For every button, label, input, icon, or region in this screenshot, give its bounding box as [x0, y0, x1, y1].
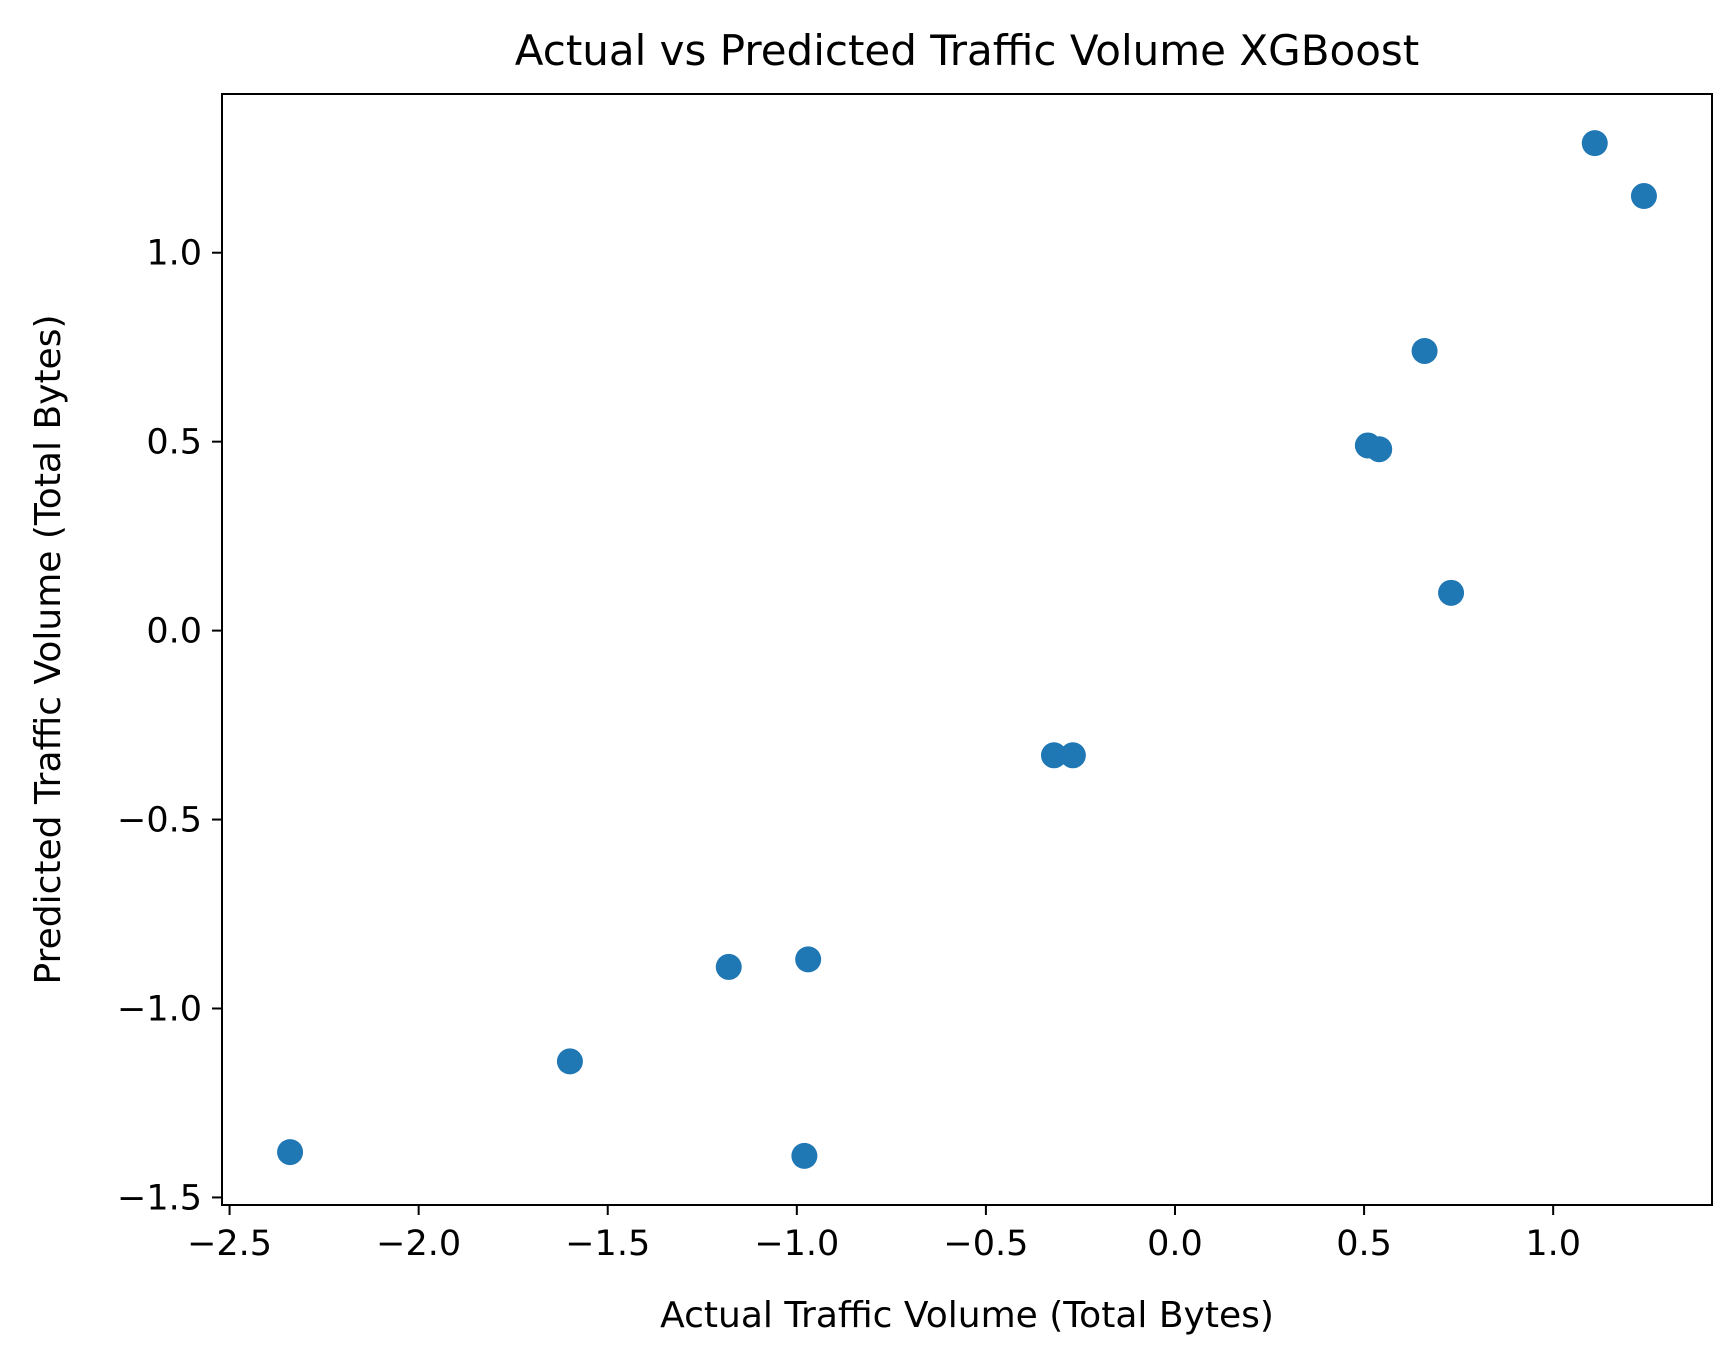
data-point: [795, 946, 822, 973]
y-axis-ticks: −1.5 −1.0 −0.5 0.0 0.5 1.0: [117, 234, 222, 1218]
x-tick-label: 0.0: [1147, 1224, 1203, 1264]
x-tick-label: 1.0: [1525, 1224, 1581, 1264]
x-axis-label: Actual Traffic Volume (Total Bytes): [660, 1295, 1274, 1336]
data-point: [277, 1139, 304, 1166]
y-tick-label: 0.0: [146, 612, 202, 652]
x-tick-label: 0.5: [1336, 1224, 1392, 1264]
data-point: [556, 1048, 583, 1075]
data-point: [1630, 183, 1657, 210]
y-tick-label: 0.5: [146, 423, 202, 463]
x-tick-label: −2.0: [376, 1224, 461, 1264]
y-tick-label: −0.5: [117, 801, 202, 841]
data-point: [1411, 337, 1438, 364]
data-point: [1059, 742, 1086, 769]
data-point: [791, 1142, 818, 1169]
x-tick-label: −1.0: [754, 1224, 839, 1264]
x-tick-label: −2.5: [187, 1224, 272, 1264]
chart-title: Actual vs Predicted Traffic Volume XGBoo…: [515, 26, 1420, 75]
data-points: [277, 130, 1657, 1169]
data-point: [1581, 130, 1608, 157]
y-tick-label: −1.5: [117, 1178, 202, 1218]
data-point: [1040, 742, 1067, 769]
y-tick-label: −1.0: [117, 989, 202, 1029]
data-point: [1438, 579, 1465, 606]
plot-frame: [221, 93, 1713, 1206]
y-axis-label: Predicted Traffic Volume (Total Bytes): [28, 314, 69, 984]
x-tick-label: −1.5: [565, 1224, 650, 1264]
x-axis-ticks: −2.5 −2.0 −1.5 −1.0 −0.5 0.0 0.5 1.0: [187, 1205, 1581, 1264]
x-tick-label: −0.5: [943, 1224, 1028, 1264]
y-tick-label: 1.0: [146, 234, 202, 274]
data-point: [715, 953, 742, 980]
data-point: [1366, 436, 1393, 463]
